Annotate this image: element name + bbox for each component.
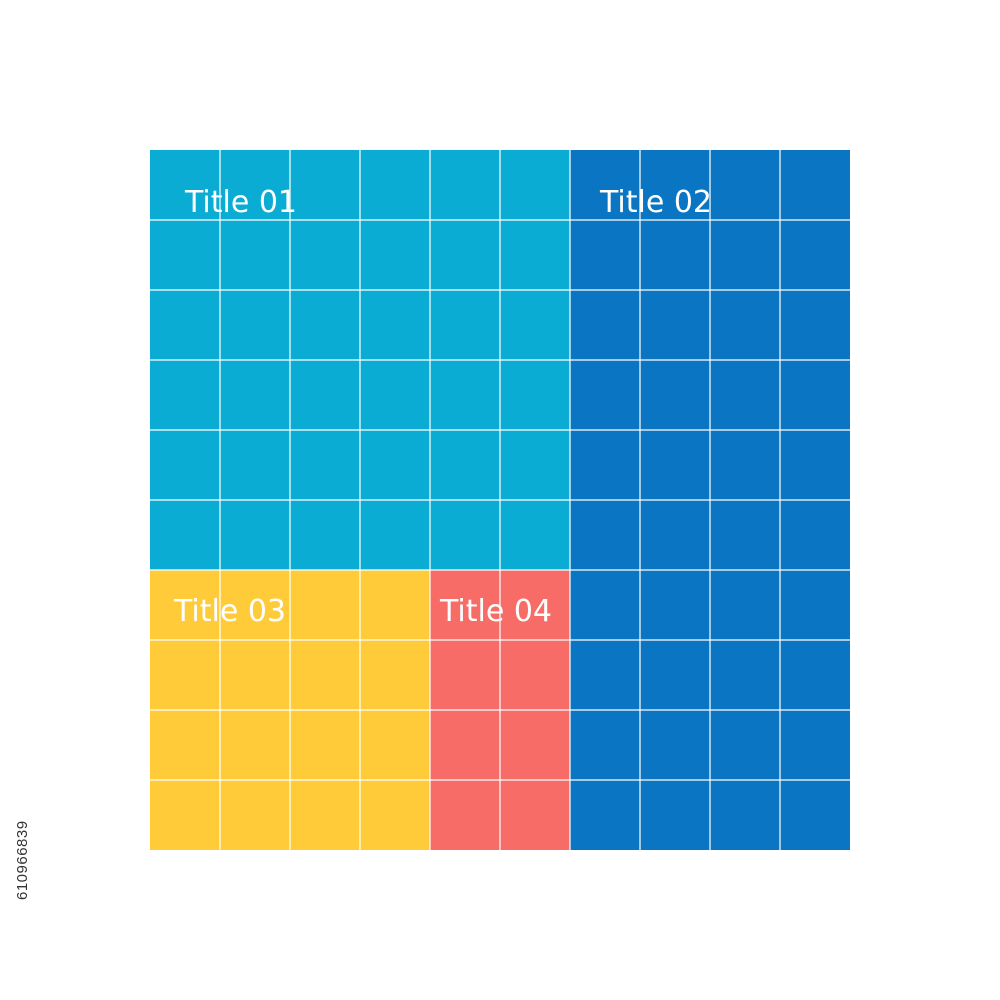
treemap-tile-label-01: Title 01 <box>184 185 297 220</box>
treemap-tile-label-02: Title 02 <box>599 185 712 220</box>
stock-id-label: 610966839 <box>14 820 31 900</box>
treemap-tile-label-03: Title 03 <box>173 594 286 629</box>
treemap-tile-label-04: Title 04 <box>439 594 552 629</box>
